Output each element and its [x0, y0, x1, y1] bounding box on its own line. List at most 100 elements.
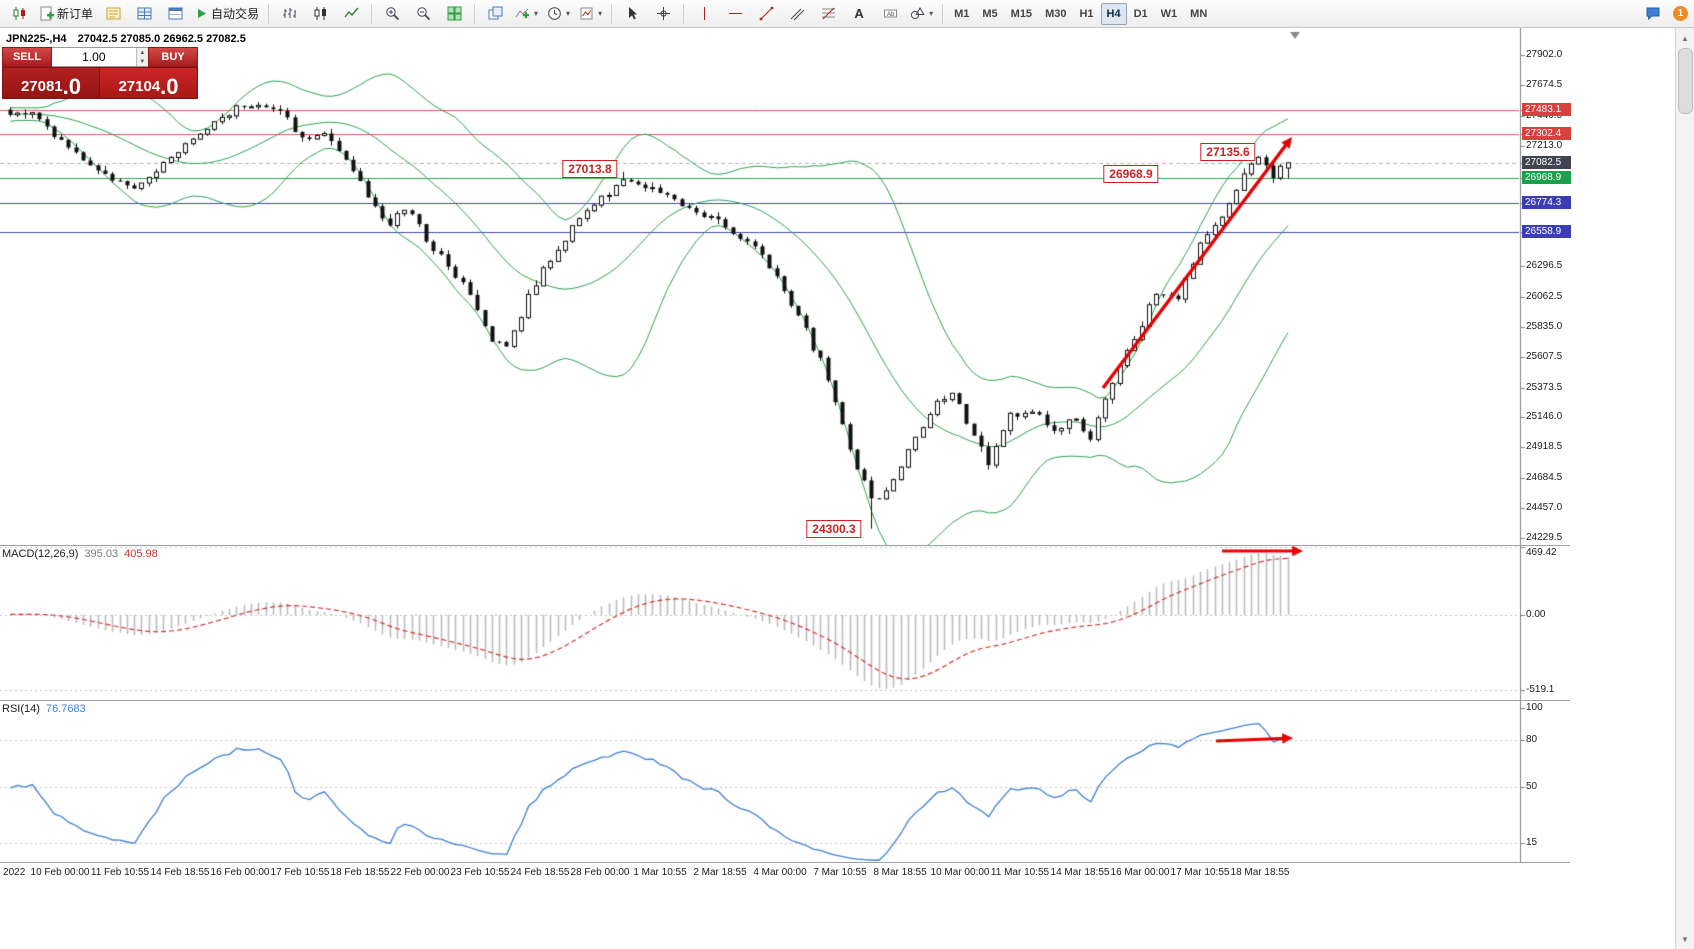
time-axis-label: 28 Feb 00:00: [570, 867, 630, 878]
timeframe-button-m15[interactable]: M15: [1010, 7, 1033, 20]
periods-icon[interactable]: ▾: [543, 2, 574, 26]
new-order-label: 新订单: [57, 7, 94, 21]
buy-price-button[interactable]: 27104.0: [100, 67, 198, 99]
timeframe-button-mn[interactable]: MN: [1190, 7, 1208, 20]
macd-name: MACD(12,26,9): [2, 548, 79, 560]
zoom-out-icon[interactable]: [408, 2, 438, 26]
toolbar-separator: [371, 3, 373, 24]
panel-splitter[interactable]: [0, 700, 1570, 701]
bar-chart-icon[interactable]: [274, 2, 304, 26]
price-axis-label: 26062.5: [1526, 290, 1563, 302]
symbol-period-label: JPN225-,H4: [6, 33, 67, 45]
vertical-scrollbar[interactable]: ▲ ▼: [1675, 28, 1694, 949]
cursor-icon[interactable]: [617, 2, 647, 26]
svg-text:Ab: Ab: [887, 12, 895, 18]
toolbar-separator: [611, 3, 613, 24]
toolbar-separator: [268, 3, 270, 24]
price-annotation[interactable]: 27013.8: [562, 160, 618, 178]
timeframe-button-d1[interactable]: D1: [1133, 7, 1148, 20]
market-depth-icon[interactable]: [129, 2, 159, 26]
chart-window: JPN225-,H4 27042.5 27085.0 26962.5 27082…: [0, 28, 1674, 949]
autotrading-button[interactable]: 自动交易: [191, 2, 263, 26]
toolbar-right-group: 1: [1638, 2, 1690, 26]
time-axis-label: 14 Mar 18:55: [1050, 867, 1110, 878]
time-axis-label: 18 Feb 18:55: [330, 867, 390, 878]
sell-button[interactable]: SELL: [2, 47, 52, 67]
vertical-line-icon[interactable]: [689, 2, 719, 26]
time-axis-label: 11 Mar 10:55: [990, 867, 1050, 878]
timeframe-button-m30[interactable]: M30: [1045, 7, 1067, 20]
community-chat-icon[interactable]: [1638, 2, 1668, 26]
play-icon: [198, 9, 207, 18]
text-a-glyph: A: [854, 6, 864, 21]
tile-windows-icon[interactable]: [439, 2, 469, 26]
quotes-icon[interactable]: [98, 2, 128, 26]
panel-splitter[interactable]: [0, 862, 1570, 863]
scroll-up-icon[interactable]: ▲: [1681, 33, 1689, 43]
time-axis-label: 11 Feb 10:55: [90, 867, 150, 878]
price-annotation[interactable]: 26968.9: [1103, 165, 1159, 183]
channel-icon[interactable]: [782, 2, 812, 26]
price-axis-label: 25146.0: [1526, 411, 1563, 423]
scrollbar-thumb[interactable]: [1678, 48, 1693, 114]
timeframe-button-w1[interactable]: W1: [1160, 7, 1178, 20]
timeframe-button-m1[interactable]: M1: [954, 7, 970, 20]
sell-price-button[interactable]: 27081.0: [2, 67, 100, 99]
trendline-icon[interactable]: [751, 2, 781, 26]
rsi-value: 76.7683: [45, 703, 86, 715]
price-tag: 27082.5: [1522, 155, 1571, 169]
rsi-canvas[interactable]: [0, 700, 1570, 862]
horizontal-line-icon[interactable]: [720, 2, 750, 26]
price-axis-label: 24918.5: [1526, 441, 1563, 453]
price-axis-label: 26296.5: [1526, 260, 1563, 272]
time-axis-label: 24 Feb 18:55: [510, 867, 570, 878]
volume-up-icon[interactable]: ▲: [136, 48, 148, 57]
data-window-icon[interactable]: [160, 2, 190, 26]
price-annotation[interactable]: 24300.3: [806, 520, 862, 538]
ohlc-values: 27042.5 27085.0 26962.5 27082.5: [77, 33, 246, 45]
buy-button[interactable]: BUY: [148, 47, 198, 67]
time-axis-label: 10 Mar 00:00: [930, 867, 990, 878]
timeframe-button-m5[interactable]: M5: [982, 7, 998, 20]
templates-icon[interactable]: ▾: [575, 2, 606, 26]
price-axis-label: 27902.0: [1526, 49, 1563, 60]
volume-stepper: ▲ ▼: [135, 48, 148, 66]
chevron-down-icon: ▾: [566, 9, 571, 18]
shapes-icon[interactable]: ▾: [906, 2, 937, 26]
zoom-in-icon[interactable]: [377, 2, 407, 26]
time-axis-label: 22 Feb 00:00: [390, 867, 450, 878]
candlestick-chart-icon[interactable]: [305, 2, 335, 26]
macd-canvas[interactable]: [0, 545, 1570, 700]
fibonacci-icon[interactable]: [813, 2, 843, 26]
scroll-down-icon[interactable]: ▼: [1681, 934, 1689, 944]
line-chart-icon[interactable]: [336, 2, 366, 26]
text-icon[interactable]: A: [844, 2, 874, 26]
macd-level-label: 469.42: [1526, 547, 1557, 558]
indicators-icon[interactable]: ▾: [511, 2, 542, 26]
price-axis-label: 24457.0: [1526, 502, 1563, 514]
timeframe-button-h4[interactable]: H4: [1100, 2, 1127, 25]
time-axis-label: 23 Feb 10:55: [450, 867, 510, 878]
rsi-name: RSI(14): [2, 703, 40, 715]
timeframe-button-h1[interactable]: H1: [1079, 7, 1094, 20]
price-axis-label: 25835.0: [1526, 320, 1563, 332]
price-tag: 27302.4: [1522, 126, 1571, 140]
new-order-button[interactable]: 新订单: [35, 2, 97, 26]
time-axis-label: 16 Feb 00:00: [210, 867, 270, 878]
notification-badge[interactable]: 1: [1673, 6, 1688, 21]
volume-input[interactable]: [52, 48, 136, 66]
volume-down-icon[interactable]: ▼: [136, 57, 148, 66]
app-chart-icon[interactable]: [4, 2, 34, 26]
crosshair-icon[interactable]: [648, 2, 678, 26]
price-tag: 26968.9: [1522, 170, 1571, 184]
price-annotation[interactable]: 27135.6: [1200, 143, 1256, 161]
cascade-windows-icon[interactable]: [480, 2, 510, 26]
price-axis-label: 24229.5: [1526, 532, 1563, 544]
macd-level-label: -519.1: [1526, 683, 1555, 695]
label-icon[interactable]: Ab: [875, 2, 905, 26]
price-chart-canvas[interactable]: [0, 28, 1570, 545]
panel-splitter[interactable]: [0, 545, 1570, 546]
autotrading-label: 自动交易: [211, 7, 260, 21]
one-click-trade-panel: SELL ▲ ▼ BUY 27081.0 27104.0: [2, 47, 198, 99]
